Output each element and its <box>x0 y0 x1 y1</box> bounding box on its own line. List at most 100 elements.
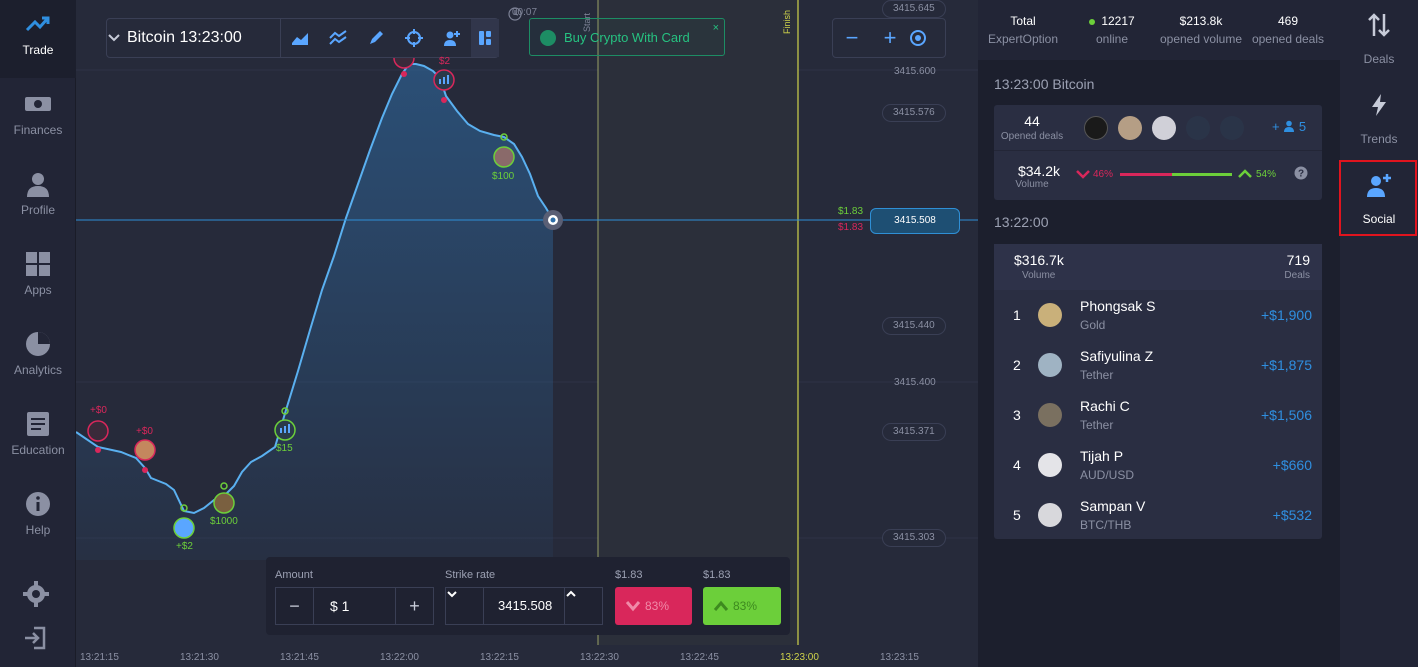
avatar[interactable] <box>1118 116 1142 140</box>
zoom-reset-button[interactable] <box>909 19 947 57</box>
leader-asset: Gold <box>1080 318 1106 332</box>
leader-asset: Tether <box>1080 418 1114 432</box>
stat-volume-value: $213.8k <box>1179 14 1223 28</box>
asset-selector[interactable]: Bitcoin 13:23:00 <box>107 19 281 57</box>
drawing-button[interactable] <box>357 19 395 57</box>
crypto-coin-icon <box>540 30 556 46</box>
strike-decrease-button[interactable] <box>446 588 484 624</box>
nav-education-label: Education <box>11 443 65 457</box>
chevron-up-icon <box>713 600 729 611</box>
amount-value[interactable]: $ 1 <box>330 598 350 614</box>
call-button[interactable]: 83% <box>703 587 781 625</box>
nav-deals[interactable]: Deals <box>1340 0 1418 78</box>
stat-deals: 469 opened deals <box>1240 12 1336 48</box>
price-area <box>76 64 553 560</box>
leader-rank: 3 <box>1013 407 1021 423</box>
leader-rank: 2 <box>1013 357 1021 373</box>
avatar <box>1038 503 1062 527</box>
nav-finances[interactable]: Finances <box>0 80 76 158</box>
zoom-in-button[interactable]: + <box>883 25 897 50</box>
price-level: 3415.371 <box>882 423 946 441</box>
time-tick: 13:22:15 <box>480 652 519 663</box>
crosshair-icon <box>405 29 423 47</box>
leader-name: Rachi C <box>1080 398 1130 414</box>
deal-label: $100 <box>492 171 515 182</box>
deal-label: +$0 <box>90 405 107 416</box>
nav-finances-label: Finances <box>13 123 63 137</box>
drawing-pen-icon <box>370 31 383 44</box>
avatar[interactable] <box>1084 116 1108 140</box>
deal-marker-f <box>433 69 455 103</box>
amount-decrease-button[interactable]: − <box>276 588 314 624</box>
deal-marker-e <box>274 407 296 441</box>
leaderboard-row[interactable]: 3 Rachi C Tether +$1,506 <box>994 390 1322 440</box>
avatar[interactable] <box>1220 116 1244 140</box>
nav-apps[interactable]: Apps <box>0 240 76 318</box>
strike-value[interactable]: 3415.508 <box>498 598 553 613</box>
price-level: 3415.440 <box>882 317 946 335</box>
nav-trends[interactable]: Trends <box>1340 80 1418 158</box>
stat-total: Total ExpertOption <box>986 12 1060 48</box>
leader-rank: 4 <box>1013 457 1021 473</box>
nav-social[interactable]: Social <box>1340 160 1418 238</box>
nav-help[interactable]: Help <box>0 480 76 558</box>
amount-input[interactable]: − $ 1 + <box>275 587 434 625</box>
payout-up-label: $1.83 <box>838 206 864 217</box>
crosshair-button[interactable] <box>395 19 433 57</box>
put-button[interactable]: 83% <box>615 587 692 625</box>
strike-label: Strike rate <box>445 569 496 581</box>
right-nav: Deals Trends Social <box>1340 0 1418 667</box>
avatar <box>1038 303 1062 327</box>
online-dot-icon <box>1089 18 1096 25</box>
indicators-button[interactable] <box>319 19 357 57</box>
chart-type-button[interactable] <box>281 19 319 57</box>
info-icon <box>26 492 50 516</box>
price-chart[interactable]: Bitcoin 13:23:00 Buy Crypto With Card × … <box>76 0 978 667</box>
chevron-up-icon <box>1238 169 1252 178</box>
sentiment-bar <box>1120 173 1232 176</box>
close-icon[interactable]: × <box>712 22 719 34</box>
layout-button[interactable] <box>471 19 499 57</box>
chevron-down-icon <box>108 34 120 42</box>
current-round-title: 13:23:00 Bitcoin <box>994 76 1095 92</box>
payout-down-label: $1.83 <box>838 222 864 233</box>
buy-crypto-banner[interactable]: Buy Crypto With Card × <box>529 18 725 56</box>
zoom-out-button[interactable]: − <box>845 25 859 50</box>
help-icon[interactable]: ? <box>1294 166 1308 180</box>
area-chart-icon <box>292 33 308 45</box>
strike-increase-button[interactable] <box>564 588 602 624</box>
lightning-icon <box>1372 94 1386 116</box>
chevron-down-icon <box>625 601 641 612</box>
nav-trade[interactable]: Trade <box>0 0 76 78</box>
deal-label: $2 <box>439 56 451 67</box>
leaderboard-row[interactable]: 1 Phongsak S Gold +$1,900 <box>994 290 1322 340</box>
round-volume-value: $34.2k <box>1017 163 1061 179</box>
settings-gear-icon[interactable] <box>22 580 50 608</box>
price-level: 3415.400 <box>894 377 936 388</box>
more-traders-count: 5 <box>1298 119 1307 134</box>
chart-canvas <box>76 0 978 645</box>
price-line <box>76 63 554 515</box>
down-percent: 46% <box>1093 169 1114 180</box>
price-level: 3415.600 <box>894 66 936 77</box>
leader-name: Safiyulina Z <box>1080 348 1154 364</box>
amount-increase-button[interactable]: + <box>395 588 433 624</box>
up-percent: 54% <box>1256 169 1277 180</box>
strike-rate-input[interactable]: 3415.508 <box>445 587 603 625</box>
avatar[interactable] <box>1152 116 1176 140</box>
leaderboard-row[interactable]: 5 Sampan V BTC/THB +$532 <box>994 490 1322 540</box>
nav-profile[interactable]: Profile <box>0 160 76 238</box>
finish-marker-label: Finish <box>782 9 792 34</box>
social-trades-button[interactable] <box>433 19 471 57</box>
nav-education[interactable]: Education <box>0 400 76 478</box>
more-traders-button[interactable]: + 5 <box>1272 119 1307 134</box>
social-panel: Total ExpertOption 12217 online $213.8k … <box>978 0 1340 667</box>
avatar[interactable] <box>1186 116 1210 140</box>
nav-profile-label: Profile <box>20 203 55 217</box>
leaderboard-row[interactable]: 2 Safiyulina Z Tether +$1,875 <box>994 340 1322 390</box>
stat-total-sub: ExpertOption <box>987 32 1059 46</box>
logout-icon[interactable] <box>22 624 50 652</box>
leader-asset: AUD/USD <box>1080 468 1135 482</box>
nav-analytics[interactable]: Analytics <box>0 320 76 398</box>
leaderboard-row[interactable]: 4 Tijah P AUD/USD +$660 <box>994 440 1322 490</box>
